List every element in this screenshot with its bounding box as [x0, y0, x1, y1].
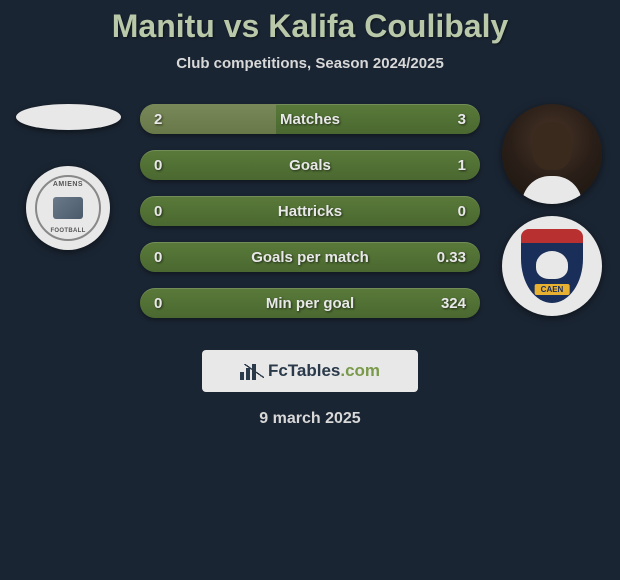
footer-brand-suffix: .com: [340, 361, 380, 380]
stat-label: Matches: [280, 111, 340, 128]
stat-right-value: 0.33: [437, 249, 466, 266]
page-title: Manitu vs Kalifa Coulibaly: [0, 0, 620, 45]
club-left-badge-inner: [35, 175, 101, 241]
comparison-area: 2 Matches 3 0 Goals 1 0 Hattricks 0 0 Goals per ma…: [0, 104, 620, 344]
footer-brand-text: FcTables.com: [268, 361, 380, 381]
subtitle: Club competitions, Season 2024/2025: [0, 55, 620, 72]
footer-brand-box: FcTables.com: [202, 350, 418, 392]
stat-left-value: 0: [154, 249, 162, 266]
club-right-shield-icon: [521, 229, 583, 303]
stat-left-value: 0: [154, 157, 162, 174]
right-player-column: [492, 104, 612, 316]
club-left-badge: [26, 166, 110, 250]
player-left-avatar: [16, 104, 121, 130]
left-player-column: [8, 104, 128, 250]
club-right-badge: [502, 216, 602, 316]
stat-right-value: 324: [441, 295, 466, 312]
footer-brand-main: FcTables: [268, 361, 340, 380]
stat-row: 0 Min per goal 324: [140, 288, 480, 318]
stats-bars: 2 Matches 3 0 Goals 1 0 Hattricks 0 0 Goals per ma…: [140, 104, 480, 334]
stat-row: 0 Goals 1: [140, 150, 480, 180]
chart-icon: [240, 362, 264, 380]
club-left-logo-icon: [53, 197, 83, 219]
player-right-avatar: [502, 104, 602, 204]
stat-left-value: 0: [154, 203, 162, 220]
stat-right-value: 1: [458, 157, 466, 174]
stat-row: 0 Goals per match 0.33: [140, 242, 480, 272]
stat-row: 2 Matches 3: [140, 104, 480, 134]
stat-label: Goals per match: [251, 249, 369, 266]
stat-label: Min per goal: [266, 295, 354, 312]
stat-left-value: 2: [154, 111, 162, 128]
stat-label: Hattricks: [278, 203, 342, 220]
stat-right-value: 3: [458, 111, 466, 128]
date-text: 9 march 2025: [0, 410, 620, 428]
stat-left-value: 0: [154, 295, 162, 312]
stat-label: Goals: [289, 157, 331, 174]
stat-right-value: 0: [458, 203, 466, 220]
stat-row: 0 Hattricks 0: [140, 196, 480, 226]
